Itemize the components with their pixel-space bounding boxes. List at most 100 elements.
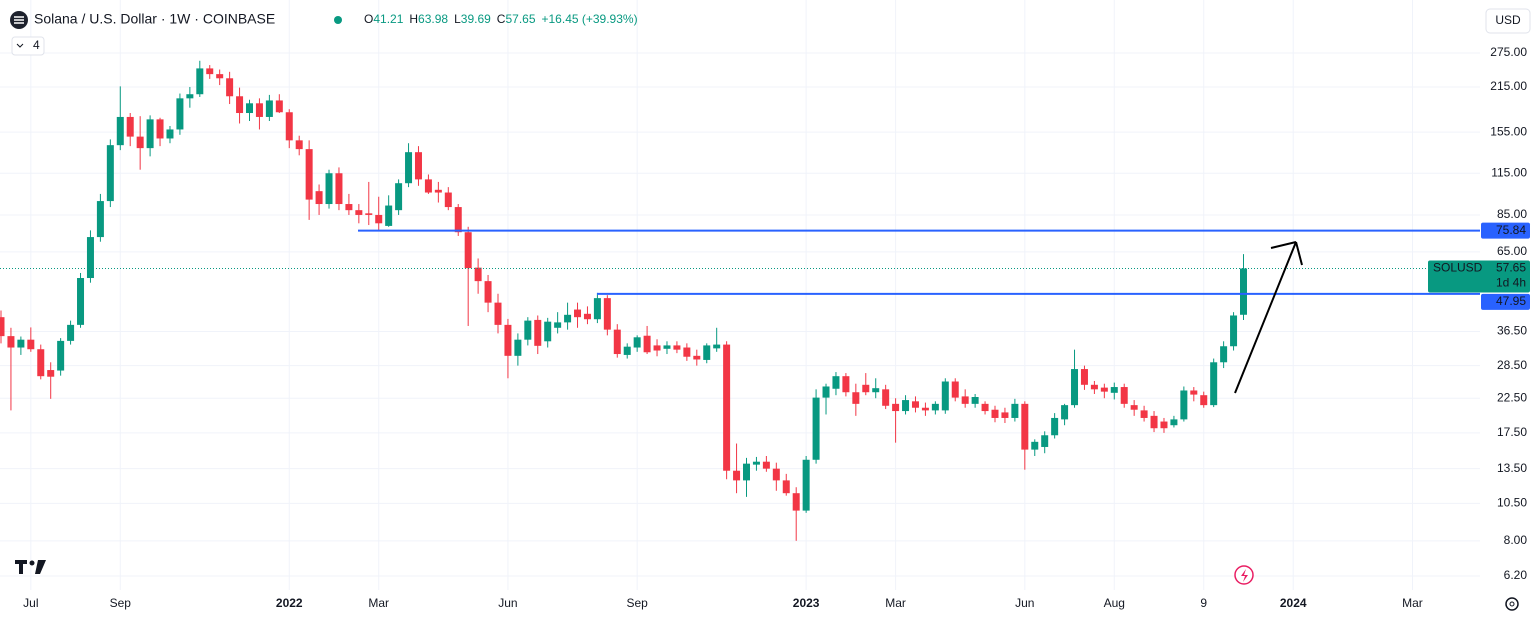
arrow-annotation[interactable] xyxy=(1234,241,1303,394)
currency: USD xyxy=(1495,13,1521,27)
candle-body xyxy=(226,78,234,97)
symbol-icon-lines xyxy=(14,16,24,24)
candle-body xyxy=(554,322,562,328)
candle-body xyxy=(921,407,929,411)
candle-body xyxy=(126,116,134,137)
candle-body xyxy=(504,324,512,356)
x-tick-label: Mar xyxy=(368,596,389,610)
candle-body xyxy=(713,344,721,349)
candle-body xyxy=(633,337,641,348)
candle-body xyxy=(246,103,253,114)
candle-body xyxy=(1220,346,1228,363)
y-tick-label: 13.50 xyxy=(1497,461,1527,475)
candle-body xyxy=(86,237,94,279)
candle-body xyxy=(464,232,472,269)
candle-body xyxy=(852,392,860,404)
candle-body xyxy=(991,409,999,418)
ohlc-value: 57.65 xyxy=(505,12,535,26)
chevron xyxy=(16,43,24,48)
candle-body xyxy=(1080,369,1088,385)
flash-bolt xyxy=(1241,569,1248,582)
candle-body xyxy=(424,179,432,193)
x-tick-label: Mar xyxy=(885,596,906,610)
candle-body xyxy=(653,345,661,351)
candle-body xyxy=(623,346,631,355)
candle-body xyxy=(683,347,691,357)
indicator-toggle[interactable] xyxy=(11,36,45,56)
y-tick-label: 65.00 xyxy=(1497,244,1527,258)
ohlc-change: +16.45 (+39.93%) xyxy=(542,12,638,26)
tradingview-logo[interactable] xyxy=(15,560,46,574)
candle-body xyxy=(723,344,731,471)
y-tick-label: 28.50 xyxy=(1497,358,1527,372)
x-tick-label: Jul xyxy=(23,596,38,610)
candle-body xyxy=(325,173,333,205)
y-tick-label: 22.50 xyxy=(1497,390,1527,404)
candle-body xyxy=(752,461,760,465)
candle-body xyxy=(255,103,263,117)
candle-body xyxy=(474,267,482,282)
candle-body xyxy=(186,94,194,99)
candle-body xyxy=(47,370,55,377)
candle-body xyxy=(106,145,114,202)
candle-body xyxy=(1011,403,1019,418)
candle-body xyxy=(733,470,741,481)
level-label: 47.95 xyxy=(1496,294,1526,308)
x-tick-label: Mar xyxy=(1402,596,1423,610)
candle-body xyxy=(196,68,204,95)
candle-body xyxy=(434,189,442,193)
level-label: 75.84 xyxy=(1496,223,1526,237)
ohlc-value: 41.21 xyxy=(373,12,403,26)
candle-body xyxy=(146,119,154,149)
x-tick-label: 2023 xyxy=(793,596,820,610)
x-tick-label: Aug xyxy=(1104,596,1125,610)
marks-layer xyxy=(0,60,1480,541)
candle-body xyxy=(315,191,323,205)
candle-body xyxy=(931,403,939,411)
candle-body xyxy=(57,340,65,371)
candle-body xyxy=(96,201,104,238)
candle-body xyxy=(37,349,45,377)
market-status[interactable] xyxy=(334,16,342,24)
settings-icon[interactable] xyxy=(1505,597,1519,611)
x-tick-label: Sep xyxy=(626,596,648,610)
ohlc-legend: O41.21 H63.98 L39.69 C57.65 +16.45 (+39.93%) xyxy=(364,12,638,26)
candle-body xyxy=(1140,410,1148,418)
candle-body xyxy=(1210,362,1218,406)
candle-body xyxy=(693,355,701,360)
candle-body xyxy=(882,389,890,406)
candle-body xyxy=(216,74,224,79)
candle-body xyxy=(812,397,820,460)
candle-body xyxy=(385,205,393,226)
candle-body xyxy=(7,336,15,348)
y-tick-label: 10.50 xyxy=(1497,495,1527,509)
candle-body xyxy=(1071,369,1079,406)
candle-body xyxy=(603,298,611,330)
y-tick-label: 17.50 xyxy=(1497,425,1527,439)
currency-button[interactable] xyxy=(1485,8,1531,34)
candle-body xyxy=(444,192,452,208)
candle-body xyxy=(902,400,910,412)
candle-body xyxy=(395,183,403,211)
candle-body xyxy=(405,152,413,184)
candle-body xyxy=(67,324,75,341)
candle-body xyxy=(375,214,383,224)
candle-body xyxy=(802,459,810,511)
candle-body xyxy=(1061,405,1069,420)
candle-body xyxy=(564,314,572,323)
candle-body xyxy=(305,149,313,200)
candle-body xyxy=(1170,419,1178,426)
y-tick-label: 85.00 xyxy=(1497,207,1527,221)
level-label-box xyxy=(1481,222,1530,239)
chart-title: Solana / U.S. Dollar · 1W · COINBASE xyxy=(34,11,275,27)
candle-body xyxy=(1230,315,1238,347)
candle-body xyxy=(832,376,840,389)
x-tick-label: 2024 xyxy=(1280,596,1307,610)
candle-body xyxy=(842,376,850,393)
labels-layer: 275.00 215.00 155.00 115.00 85.00 65.00 36.50 2… xyxy=(23,45,1530,610)
candle-body xyxy=(643,335,651,353)
candle-body xyxy=(1041,435,1049,447)
candle-body xyxy=(1180,390,1188,420)
candle-body xyxy=(1021,403,1029,450)
x-tick-label: Sep xyxy=(110,596,132,610)
